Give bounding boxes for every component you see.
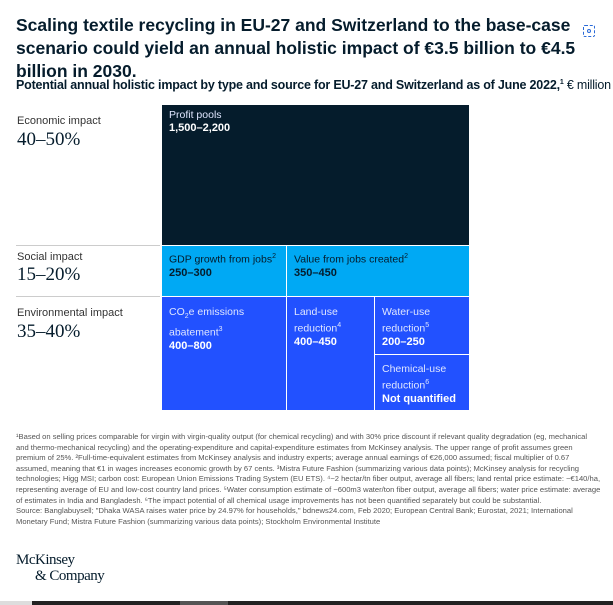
cell-label: Profit pools (169, 109, 222, 121)
treemap-cell-profit-pools: Profit pools 1,500–2,200 (162, 105, 469, 245)
chart-subtitle: Potential annual holistic impact by type… (16, 78, 611, 92)
cell-value: Not quantified (382, 392, 456, 405)
treemap-cell-water-use: Water-use reduction5 200–250 (375, 297, 469, 354)
footnote-text: ¹Based on selling prices comparable for … (16, 432, 601, 505)
page-title: Scaling textile recycling in EU-27 and S… (16, 14, 596, 83)
row-share-environmental: 35–40% (17, 321, 81, 342)
footnote: 2 (272, 253, 276, 260)
mckinsey-logo: McKinsey & Company (16, 552, 105, 584)
logo-line: McKinsey (16, 552, 75, 568)
scrollbar-thumb[interactable] (180, 601, 228, 605)
divider (16, 245, 160, 246)
cell-label: Land-use reduction (294, 306, 338, 335)
subscript: 2 (184, 313, 189, 321)
subtitle-footnote: 1 (559, 78, 564, 86)
cell-value: 1,500–2,200 (169, 122, 231, 134)
footnote: 3 (218, 326, 223, 334)
row-label-environmental: Environmental impact (17, 307, 123, 319)
expand-icon[interactable] (583, 25, 595, 37)
unit-label: € million (566, 78, 611, 92)
cell-label: Chemical-use reduction (382, 363, 447, 392)
cell-label: e emissions abatement (169, 306, 245, 339)
cell-label: CO (169, 306, 185, 318)
bottom-scrollbar[interactable] (0, 601, 613, 605)
cell-label: GDP growth from jobs (169, 253, 273, 266)
cell-label: Value from jobs created (294, 253, 405, 266)
treemap-cell-gdp-growth: GDP growth from jobs2 250–300 (162, 246, 286, 296)
treemap-cell-land-use: Land-use reduction4 400–450 (287, 297, 374, 410)
treemap-cell-chemical-use: Chemical-use reduction6 Not quantified (375, 355, 469, 410)
divider (16, 296, 160, 297)
footnote: 6 (425, 379, 430, 386)
cell-label: Water-use reduction (382, 306, 431, 335)
cell-value: 400–800 (169, 339, 212, 352)
footnote: 4 (337, 322, 342, 329)
cell-value: 250–300 (169, 266, 212, 279)
subtitle-text: Potential annual holistic impact by type… (16, 78, 560, 92)
treemap-cell-co2: CO2e emissions abatement3 400–800 (162, 297, 286, 410)
cell-value: 400–450 (294, 335, 337, 348)
logo-line: & Company (35, 568, 105, 584)
footnote: 2 (404, 253, 409, 260)
treemap-cell-value-jobs: Value from jobs created2 350–450 (287, 246, 469, 296)
row-label-social: Social impact (17, 251, 83, 263)
cell-value: 350–450 (294, 266, 337, 279)
cell-value: 200–250 (382, 335, 425, 348)
row-share-social: 15–20% (17, 264, 81, 285)
source-text: Source: Banglabuysell; "Dhaka WASA raise… (16, 506, 573, 526)
row-label-economic: Economic impact (17, 115, 101, 127)
footnote: 5 (425, 322, 430, 329)
row-share-economic: 40–50% (17, 129, 81, 150)
footnotes: ¹Based on selling prices comparable for … (16, 432, 601, 527)
title-text: Scaling textile recycling in EU-27 and S… (16, 15, 576, 81)
